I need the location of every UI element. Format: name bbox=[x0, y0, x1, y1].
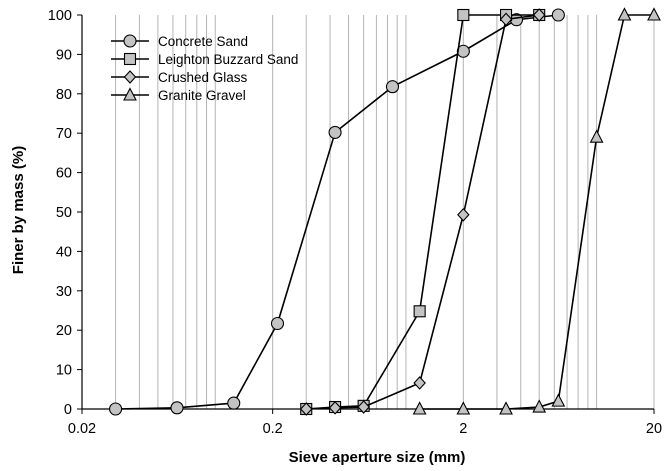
data-point bbox=[617, 7, 632, 21]
data-point bbox=[413, 305, 426, 318]
series-diamond bbox=[299, 8, 546, 416]
legend-marker bbox=[123, 34, 137, 48]
x-tick-label: 2 bbox=[459, 421, 467, 437]
y-tick-label: 30 bbox=[56, 284, 72, 300]
y-tick-label: 80 bbox=[56, 87, 72, 103]
data-point bbox=[457, 8, 470, 22]
legend-label: Concrete Sand bbox=[158, 34, 248, 49]
y-tick-label: 10 bbox=[56, 363, 72, 379]
series-square bbox=[300, 8, 546, 416]
y-tick-label: 70 bbox=[56, 126, 72, 142]
data-point bbox=[109, 402, 123, 416]
data-point bbox=[299, 402, 313, 416]
series-circle bbox=[109, 8, 565, 416]
x-tick-label: 0.2 bbox=[263, 421, 283, 437]
data-point bbox=[532, 399, 547, 413]
data-point bbox=[456, 401, 471, 415]
data-point bbox=[532, 8, 546, 22]
data-point bbox=[357, 400, 370, 414]
data-point bbox=[457, 207, 470, 222]
series-group bbox=[109, 7, 661, 416]
legend-label: Leighton Buzzard Sand bbox=[158, 52, 298, 67]
y-tick-label: 20 bbox=[56, 323, 72, 339]
data-point bbox=[413, 376, 426, 390]
data-point bbox=[170, 401, 184, 415]
x-tick-label: 20 bbox=[646, 421, 662, 437]
x-tick-label: 0.02 bbox=[68, 421, 96, 437]
data-point bbox=[589, 129, 604, 143]
y-tick-label: 100 bbox=[48, 8, 72, 24]
y-axis-label: Finer by mass (%) bbox=[10, 146, 27, 274]
tick-labels: 0 10 20 30 40 50 60 70 80 90 100 0.02 0.2 2 20 bbox=[48, 8, 662, 437]
y-tick-label: 0 bbox=[64, 402, 72, 418]
legend-label: Crushed Glass bbox=[158, 70, 248, 85]
y-tick-label: 60 bbox=[56, 166, 72, 182]
data-point bbox=[551, 393, 566, 407]
data-point bbox=[647, 7, 661, 21]
y-tick-label: 50 bbox=[56, 205, 72, 221]
legend-marker bbox=[123, 87, 137, 101]
data-point bbox=[227, 396, 241, 410]
data-point bbox=[499, 401, 513, 415]
series-line bbox=[419, 14, 654, 410]
legend-marker bbox=[123, 70, 137, 84]
y-tick-label: 40 bbox=[56, 244, 72, 260]
legend-marker bbox=[123, 52, 137, 66]
data-point bbox=[385, 80, 400, 94]
data-point bbox=[270, 316, 285, 331]
grid-lines bbox=[81, 15, 655, 409]
data-point bbox=[499, 12, 513, 27]
data-point bbox=[328, 125, 342, 139]
y-tick-label: 90 bbox=[56, 47, 72, 63]
legend: Concrete Sand Leighton Buzzard Sand Crushe… bbox=[111, 34, 298, 103]
data-point bbox=[328, 401, 342, 415]
series-line bbox=[306, 14, 540, 410]
data-point bbox=[551, 8, 565, 22]
x-axis-label: Sieve aperture size (mm) bbox=[289, 449, 466, 466]
data-point bbox=[412, 401, 427, 415]
series-line bbox=[306, 14, 540, 410]
legend-label: Granite Gravel bbox=[158, 88, 246, 103]
series-triangle bbox=[412, 7, 661, 415]
